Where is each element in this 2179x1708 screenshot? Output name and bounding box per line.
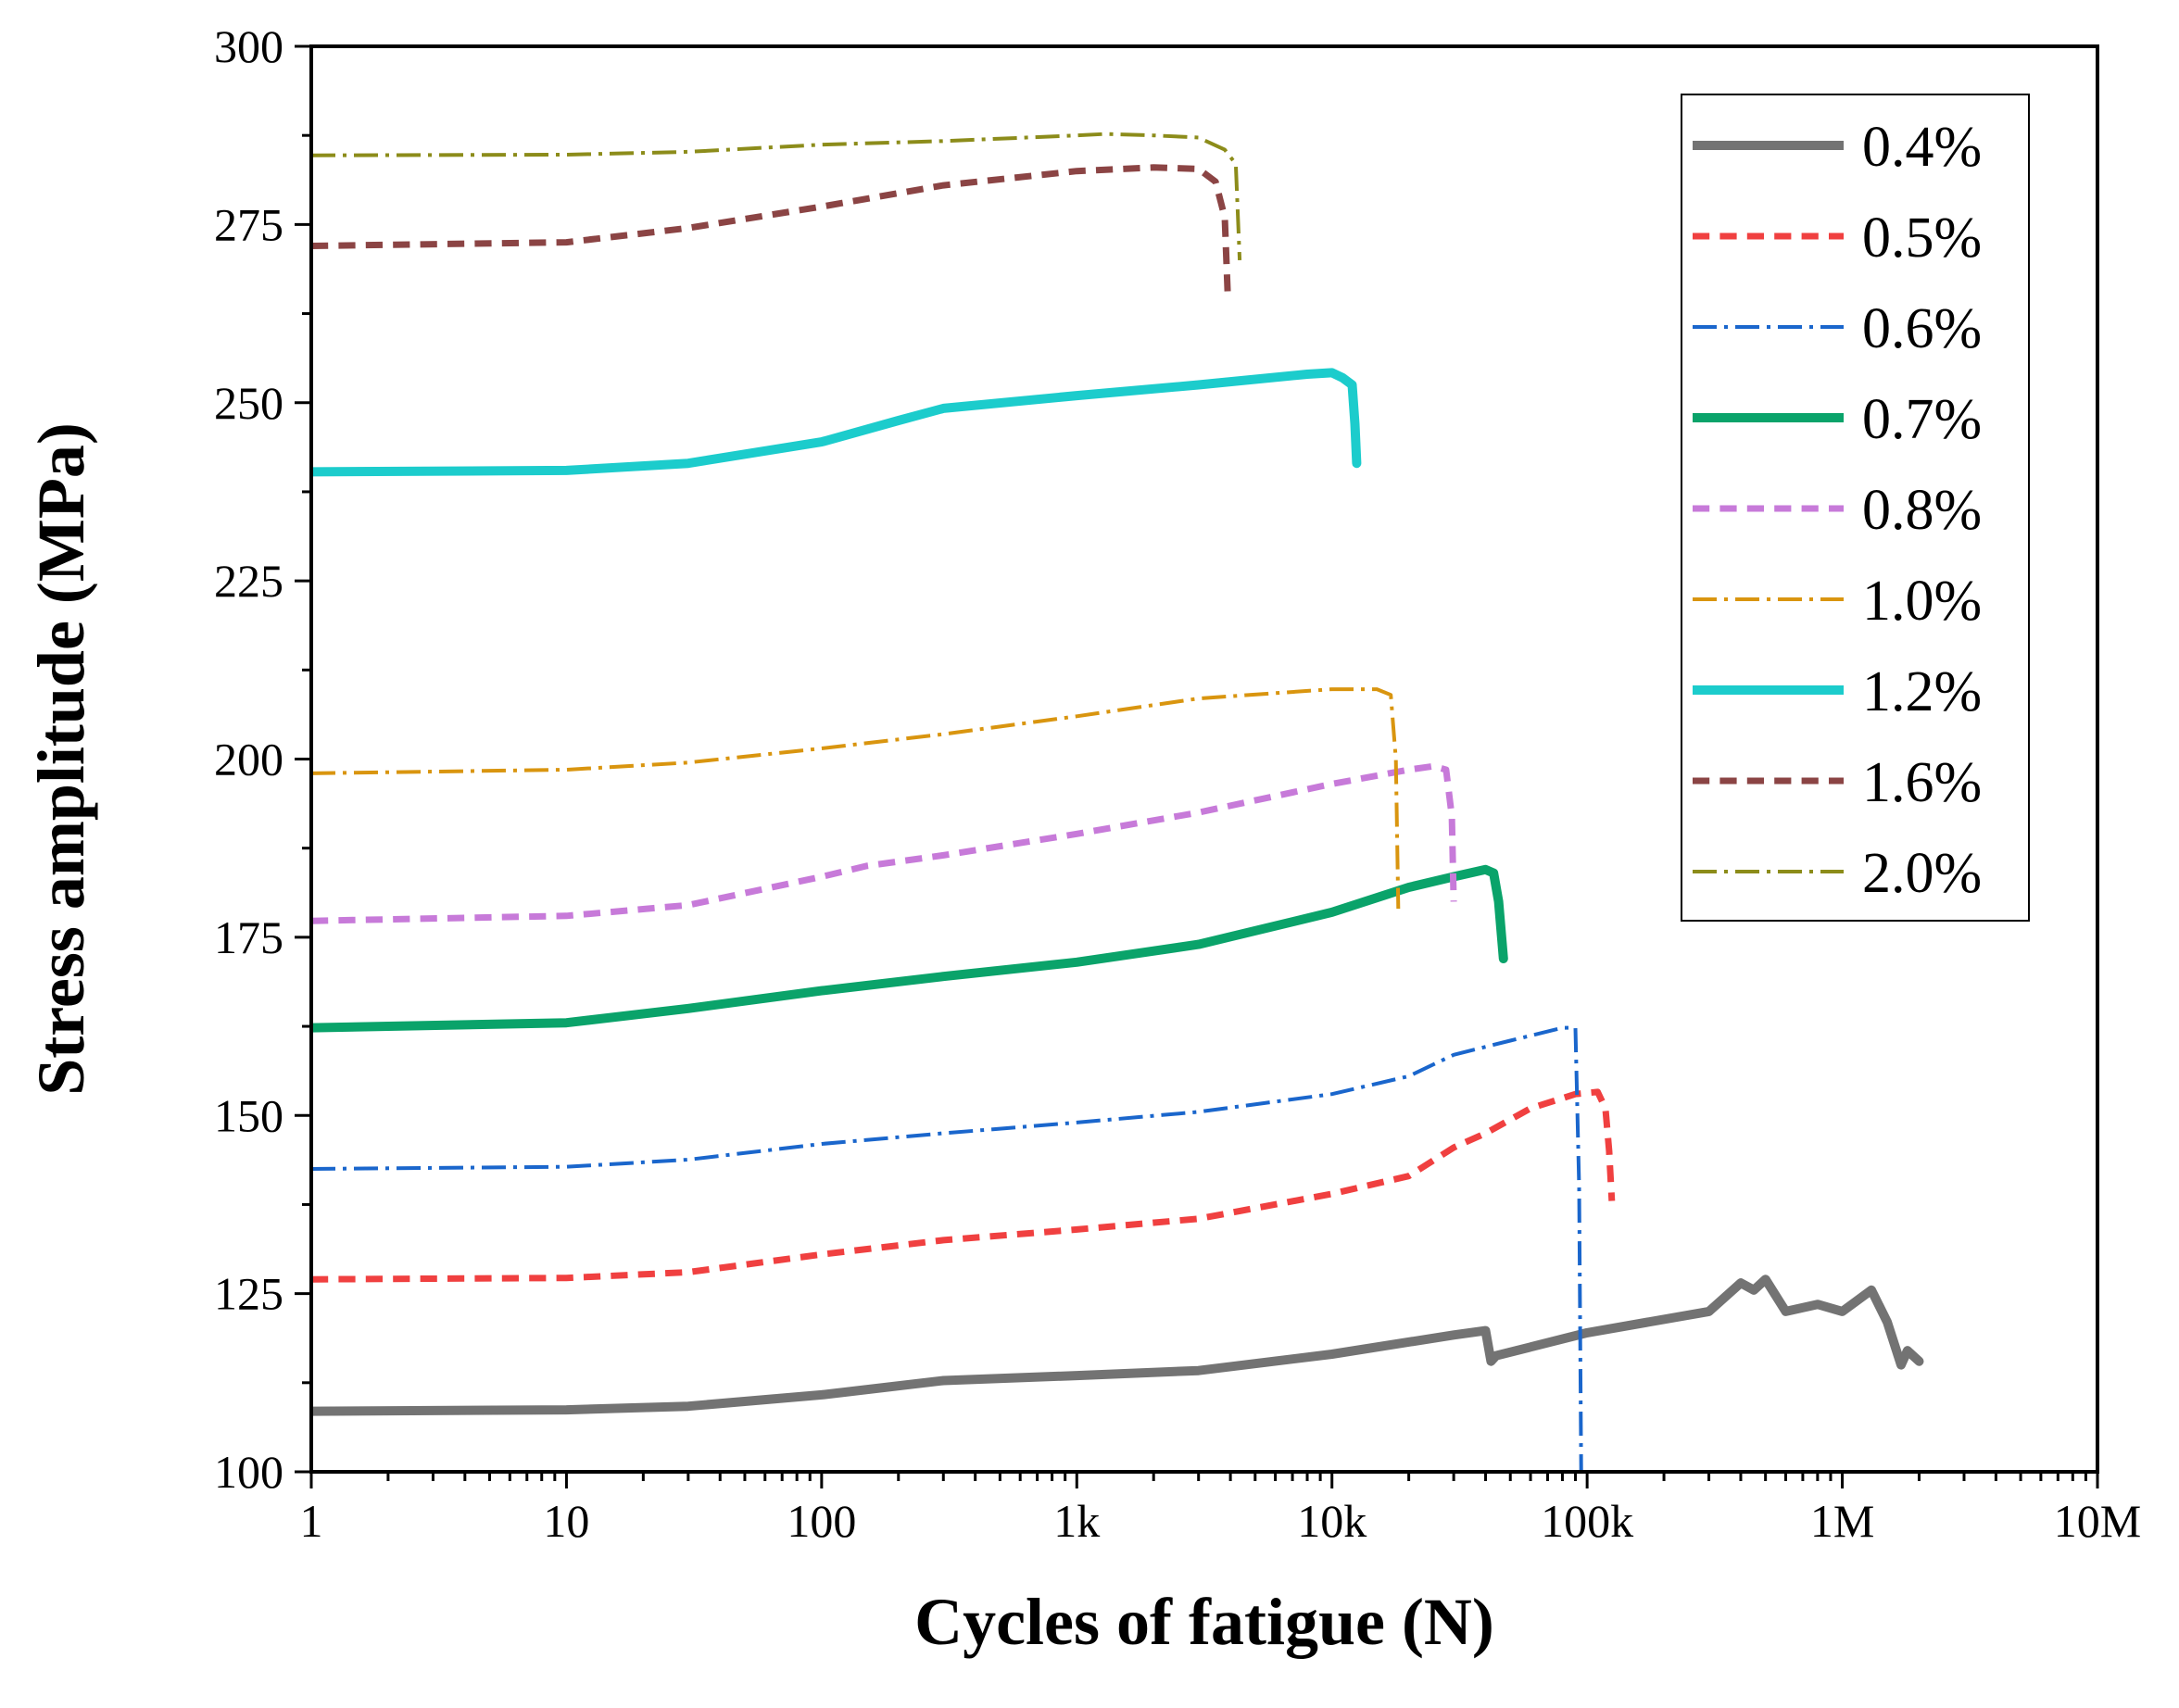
series-line-1-2pct <box>311 368 1362 477</box>
y-tick-label: 175 <box>214 911 283 963</box>
series-line-0-8pct <box>311 762 1457 924</box>
plot-area <box>311 132 1924 1472</box>
x-tick-label: 1k <box>1053 1495 1100 1547</box>
y-tick-label: 150 <box>214 1089 283 1141</box>
x-tick-label: 1M <box>1810 1495 1874 1547</box>
legend: 0.4% 0.5% 0.6% 0.7% 0.8% 1.0% 1.2% 1.6% 2.0% <box>1681 94 2030 922</box>
axis-ticks <box>295 44 2099 1488</box>
series-line-1-6pct <box>311 164 1231 293</box>
y-tick-label: 300 <box>214 20 283 72</box>
x-tick-label: 1 <box>300 1495 323 1547</box>
series-line-0-7pct <box>311 864 1508 1033</box>
legend-label: 1.2% <box>1862 660 1982 723</box>
x-tick-label: 100 <box>787 1495 856 1547</box>
y-tick-label: 125 <box>214 1268 283 1320</box>
legend-label: 2.0% <box>1862 842 1982 905</box>
legend-label: 1.0% <box>1862 570 1982 633</box>
legend-label: 0.8% <box>1862 479 1982 542</box>
y-tick-label: 250 <box>214 377 283 429</box>
legend-label: 0.7% <box>1862 388 1982 451</box>
series-line-0-5pct <box>311 1088 1616 1283</box>
y-tick-label: 200 <box>214 734 283 785</box>
series-line-0-4pct <box>311 1275 1924 1416</box>
series-line-1-0pct <box>311 687 1401 910</box>
legend-label: 0.6% <box>1862 297 1982 360</box>
legend-label: 0.4% <box>1862 116 1982 179</box>
x-tick-label: 10 <box>543 1495 589 1547</box>
x-tick-label: 100k <box>1541 1495 1633 1547</box>
y-axis-title: Stress amplitude (MPa) <box>24 422 98 1096</box>
series-line-2-0pct <box>311 132 1242 260</box>
series-line-0-6pct <box>311 1025 1583 1472</box>
y-tick-label: 225 <box>214 555 283 607</box>
tick-labels: 1 10 100 1k 10k 100k 1M 10M 100 125 150 175 200 225 25… <box>214 20 2141 1547</box>
x-tick-label: 10M <box>2054 1495 2141 1547</box>
y-tick-label: 100 <box>214 1446 283 1498</box>
legend-label: 1.6% <box>1862 751 1982 814</box>
x-tick-label: 10k <box>1297 1495 1367 1547</box>
legend-label: 0.5% <box>1862 207 1982 270</box>
legend-box <box>1681 94 2030 922</box>
y-tick-label: 275 <box>214 198 283 250</box>
x-axis-title: Cycles of fatigue (N) <box>914 1585 1494 1659</box>
